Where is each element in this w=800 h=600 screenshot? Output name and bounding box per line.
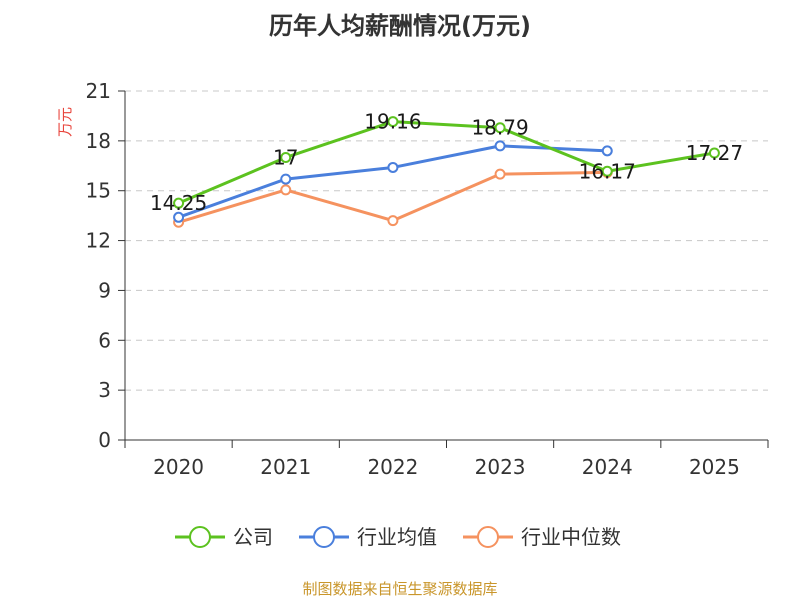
data-point-2-1 [280,184,292,196]
x-tick-label-2023: 2023 [475,455,526,479]
y-tick-label: 21 [86,79,111,103]
legend-marker-2 [477,526,499,548]
y-tick-label: 18 [86,129,111,153]
x-tick-label-2021: 2021 [260,455,311,479]
data-point-0-0 [173,197,185,209]
legend-marker-0 [189,526,211,548]
data-point-0-4 [601,165,613,177]
data-label-1: 17 [273,145,298,169]
y-tick-label: 15 [86,179,111,203]
y-axis-title: 万元 [56,107,74,137]
data-labels: 14.25 17 19.16 18.79 16.17 17.27 [150,110,743,216]
data-label-0: 14.25 [150,191,207,215]
legend-marker-1 [313,526,335,548]
y-tick-label: 12 [86,229,111,253]
grid-lines [125,90,768,391]
data-point-0-2 [387,116,399,128]
data-point-0-3 [494,122,506,134]
data-point-1-0 [173,211,185,223]
series-line-2 [178,170,608,224]
x-tick-label-2024: 2024 [582,455,633,479]
data-point-2-2 [387,215,399,227]
legend-label-2: 行业中位数 [521,525,621,549]
data-point-1-3 [494,140,506,152]
series-line-0 [177,120,715,205]
axes: 0 3 6 9 12 15 18 21 2020 2021 2022 2023 2024 2025 万元 [56,79,769,479]
data-point-1-2 [387,161,399,173]
y-tick-label: 9 [98,278,111,302]
y-tick-label: 6 [98,328,111,352]
series-group [173,116,720,228]
data-point-0-1 [280,151,292,163]
data-point-0-5 [708,147,720,159]
data-label-3: 18.79 [471,116,528,140]
x-tick-label-2020: 2020 [153,455,204,479]
source-note: 制图数据来自恒生聚源数据库 [302,580,498,598]
data-point-2-3 [494,168,506,180]
chart-title: 历年人均薪酬情况(万元) [269,12,531,40]
legend-label-1: 行业均值 [357,525,437,549]
legend-label-0: 公司 [233,525,273,549]
legend: 公司 行业均值 行业中位数 [175,525,621,549]
y-tick-label: 0 [98,428,111,452]
x-tick-label-2025: 2025 [689,455,740,479]
data-label-2: 19.16 [364,110,421,134]
series-line-1 [178,144,608,219]
data-point-1-4 [601,145,613,157]
x-tick-label-2022: 2022 [367,455,418,479]
data-point-1-1 [280,173,292,185]
data-label-4: 16.17 [579,159,636,183]
y-tick-label: 3 [98,378,111,402]
data-label-5: 17.27 [686,141,743,165]
